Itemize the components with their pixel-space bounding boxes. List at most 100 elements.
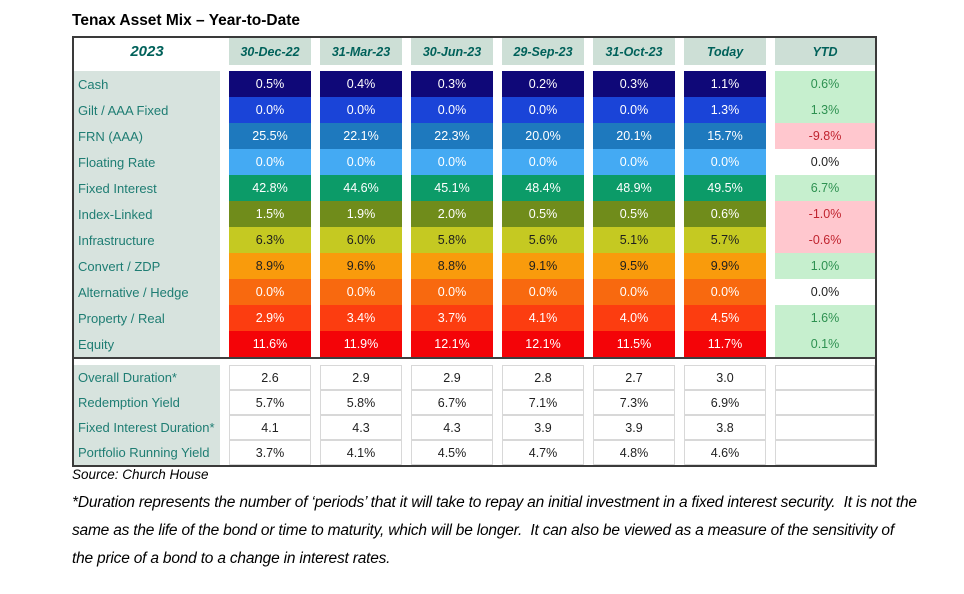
cell-value: 4.1% — [502, 305, 584, 331]
cell-value: 5.7% — [229, 390, 311, 415]
cell-value: 4.5% — [684, 305, 766, 331]
page-title: Tenax Asset Mix – Year-to-Date — [72, 12, 300, 29]
ytd-value: 0.1% — [775, 331, 875, 357]
source-note: Source: Church House — [72, 467, 209, 482]
ytd-value: 1.0% — [775, 253, 875, 279]
cell-value: 2.9 — [320, 365, 402, 390]
row-label: Fixed Interest — [74, 175, 220, 201]
cell-value: 11.9% — [320, 331, 402, 357]
cell-value: 3.0 — [684, 365, 766, 390]
cell-value: 6.3% — [229, 227, 311, 253]
ytd-value: -0.6% — [775, 227, 875, 253]
row-label: Portfolio Running Yield — [74, 440, 220, 465]
cell-value: 6.0% — [320, 227, 402, 253]
cell-value: 11.5% — [593, 331, 675, 357]
cell-value: 4.0% — [593, 305, 675, 331]
cell-value: 3.9 — [502, 415, 584, 440]
table-row: Overall Duration* 2.6 2.9 2.9 2.8 2.7 3.0 — [74, 365, 875, 390]
cell-value: 0.0% — [320, 279, 402, 305]
row-label: Overall Duration* — [74, 365, 220, 390]
cell-value: 22.1% — [320, 123, 402, 149]
row-label: FRN (AAA) — [74, 123, 220, 149]
cell-value: 20.1% — [593, 123, 675, 149]
cell-value: 0.0% — [320, 97, 402, 123]
cell-value: 3.9 — [593, 415, 675, 440]
cell-value: 0.6% — [684, 201, 766, 227]
cell-value: 0.0% — [229, 279, 311, 305]
cell-value: 45.1% — [411, 175, 493, 201]
cell-value: 3.4% — [320, 305, 402, 331]
cell-value: 0.0% — [411, 149, 493, 175]
column-header: 30-Jun-23 — [411, 38, 493, 65]
cell-value: 2.9% — [229, 305, 311, 331]
column-header: 31-Mar-23 — [320, 38, 402, 65]
table-header-row: 2023 30-Dec-22 31-Mar-23 30-Jun-23 29-Se… — [74, 38, 875, 65]
cell-value: 5.8% — [411, 227, 493, 253]
cell-value: 0.0% — [320, 149, 402, 175]
column-header: 30-Dec-22 — [229, 38, 311, 65]
cell-value: 9.9% — [684, 253, 766, 279]
cell-value: 8.8% — [411, 253, 493, 279]
cell-value: 0.0% — [229, 97, 311, 123]
cell-value: 48.9% — [593, 175, 675, 201]
cell-value: 48.4% — [502, 175, 584, 201]
cell-value: 42.8% — [229, 175, 311, 201]
column-header-today: Today — [684, 38, 766, 65]
cell-value: 11.7% — [684, 331, 766, 357]
cell-value: 0.0% — [593, 279, 675, 305]
cell-value: 4.8% — [593, 440, 675, 465]
ytd-value — [775, 390, 875, 415]
cell-value: 4.3 — [411, 415, 493, 440]
row-label: Equity — [74, 331, 220, 357]
asset-mix-table: 2023 30-Dec-22 31-Mar-23 30-Jun-23 29-Se… — [72, 36, 877, 467]
ytd-value: 1.6% — [775, 305, 875, 331]
row-label: Floating Rate — [74, 149, 220, 175]
cell-value: 0.0% — [502, 97, 584, 123]
cell-value: 0.4% — [320, 71, 402, 97]
ytd-value: -1.0% — [775, 201, 875, 227]
cell-value: 0.3% — [411, 71, 493, 97]
cell-value: 3.7% — [411, 305, 493, 331]
cell-value: 9.1% — [502, 253, 584, 279]
cell-value: 11.6% — [229, 331, 311, 357]
cell-value: 7.3% — [593, 390, 675, 415]
cell-value: 15.7% — [684, 123, 766, 149]
cell-value: 9.5% — [593, 253, 675, 279]
cell-value: 4.3 — [320, 415, 402, 440]
stats-spacer — [74, 359, 875, 365]
cell-value: 1.5% — [229, 201, 311, 227]
cell-value: 4.1% — [320, 440, 402, 465]
row-label: Convert / ZDP — [74, 253, 220, 279]
cell-value: 4.6% — [684, 440, 766, 465]
column-header: 29-Sep-23 — [502, 38, 584, 65]
cell-value: 2.9 — [411, 365, 493, 390]
cell-value: 0.2% — [502, 71, 584, 97]
row-label: Redemption Yield — [74, 390, 220, 415]
ytd-value: 6.7% — [775, 175, 875, 201]
cell-value: 0.0% — [684, 279, 766, 305]
cell-value: 4.5% — [411, 440, 493, 465]
ytd-value: 0.6% — [775, 71, 875, 97]
table-row: Alternative / Hedge 0.0% 0.0% 0.0% 0.0% 0.0% 0… — [74, 279, 875, 305]
ytd-value: 1.3% — [775, 97, 875, 123]
header-spacer — [74, 65, 875, 71]
table-row: Index-Linked 1.5% 1.9% 2.0% 0.5% 0.5% 0.6% -1.0… — [74, 201, 875, 227]
table-row: Property / Real 2.9% 3.4% 3.7% 4.1% 4.0% 4.5% 1… — [74, 305, 875, 331]
cell-value: 2.0% — [411, 201, 493, 227]
cell-value: 0.0% — [593, 97, 675, 123]
cell-value: 4.7% — [502, 440, 584, 465]
ytd-value — [775, 365, 875, 390]
cell-value: 0.3% — [593, 71, 675, 97]
ytd-header: YTD — [775, 38, 875, 65]
cell-value: 3.8 — [684, 415, 766, 440]
ytd-value — [775, 415, 875, 440]
cell-value: 4.1 — [229, 415, 311, 440]
row-label: Property / Real — [74, 305, 220, 331]
cell-value: 0.5% — [502, 201, 584, 227]
row-label: Infrastructure — [74, 227, 220, 253]
row-label: Index-Linked — [74, 201, 220, 227]
cell-value: 49.5% — [684, 175, 766, 201]
table-row: Cash 0.5% 0.4% 0.3% 0.2% 0.3% 1.1% 0.6% — [74, 71, 875, 97]
asset-rows: Cash 0.5% 0.4% 0.3% 0.2% 0.3% 1.1% 0.6% Gilt / A… — [74, 71, 875, 357]
cell-value: 2.6 — [229, 365, 311, 390]
